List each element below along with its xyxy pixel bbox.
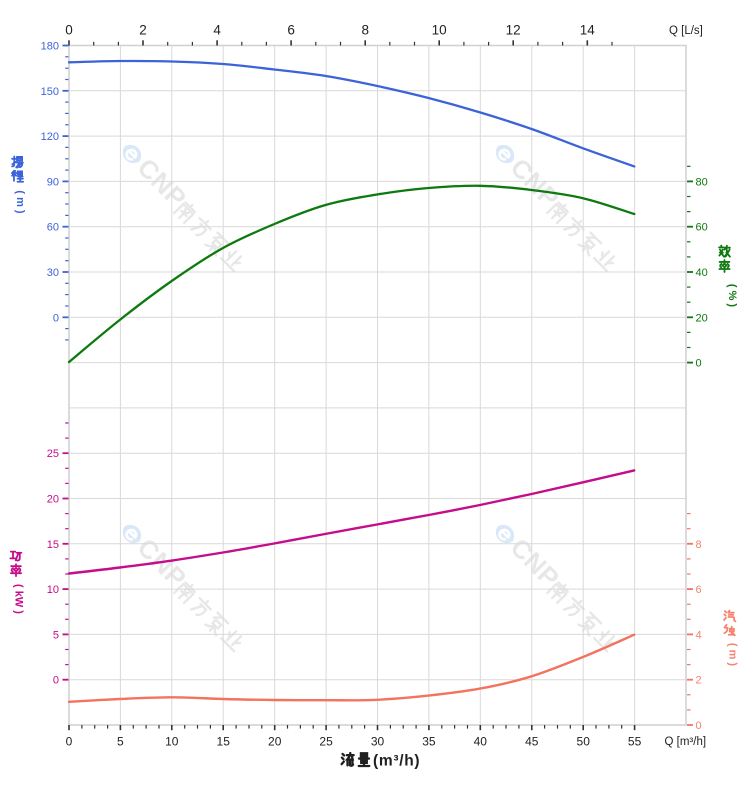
svg-text:35: 35 [422,735,436,749]
svg-text:0: 0 [696,358,702,370]
svg-text:40: 40 [696,267,708,279]
svg-text:(m³/h): (m³/h) [373,753,420,770]
svg-text:4: 4 [213,23,221,38]
svg-text:90: 90 [47,176,59,188]
svg-text:( % ): ( % ) [726,284,738,308]
svg-text:0: 0 [696,720,702,732]
svg-text:60: 60 [696,222,708,234]
svg-text:55: 55 [628,735,642,749]
svg-text:80: 80 [696,176,708,188]
svg-text:8: 8 [361,23,369,38]
svg-text:0: 0 [65,23,73,38]
svg-text:10: 10 [165,735,179,749]
svg-text:60: 60 [47,222,59,234]
svg-text:8: 8 [696,539,702,551]
svg-text:( m ): ( m ) [727,643,739,667]
svg-text:25: 25 [47,448,59,460]
svg-text:5: 5 [53,629,59,641]
svg-text:14: 14 [580,23,596,38]
svg-text:( kW ): ( kW ) [13,584,25,614]
svg-text:10: 10 [432,23,447,38]
svg-text:0: 0 [53,675,59,687]
svg-text:2: 2 [139,23,147,38]
svg-text:40: 40 [474,735,488,749]
svg-text:30: 30 [371,735,385,749]
svg-text:15: 15 [47,539,59,551]
svg-text:50: 50 [577,735,591,749]
svg-text:0: 0 [66,735,73,749]
svg-text:5: 5 [117,735,124,749]
svg-text:6: 6 [287,23,295,38]
svg-text:4: 4 [696,629,702,641]
svg-text:180: 180 [41,41,59,53]
svg-text:15: 15 [217,735,231,749]
svg-text:Q [L/s]: Q [L/s] [669,25,703,37]
svg-text:20: 20 [268,735,282,749]
svg-text:( m ): ( m ) [14,190,26,214]
svg-text:20: 20 [696,312,708,324]
svg-text:2: 2 [696,675,702,687]
svg-text:150: 150 [41,86,59,98]
svg-text:10: 10 [47,584,59,596]
svg-text:30: 30 [47,267,59,279]
svg-text:45: 45 [525,735,539,749]
svg-text:20: 20 [47,494,59,506]
svg-text:25: 25 [319,735,333,749]
svg-text:0: 0 [53,312,59,324]
svg-text:Q [m³/h]: Q [m³/h] [665,736,707,748]
svg-text:6: 6 [696,584,702,596]
svg-text:120: 120 [41,131,59,143]
svg-text:12: 12 [506,23,521,38]
